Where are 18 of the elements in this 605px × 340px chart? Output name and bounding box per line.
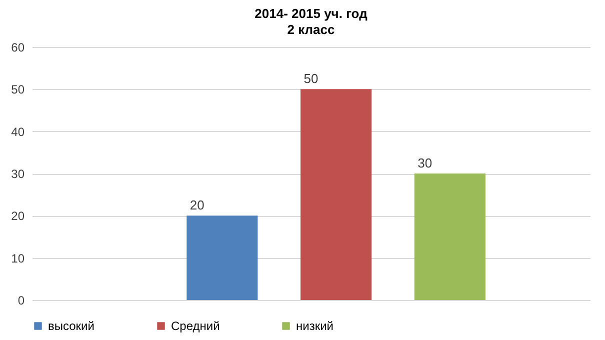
y-tick-label: 20 — [11, 209, 25, 224]
data-label: 30 — [418, 156, 432, 170]
bar — [186, 216, 258, 300]
chart-title: 2014- 2015 уч. год — [254, 6, 368, 21]
legend-label: Средний — [171, 319, 220, 333]
y-tick-label: 0 — [18, 294, 25, 308]
y-tick-label: 30 — [11, 167, 25, 181]
y-tick-label: 60 — [11, 40, 25, 54]
bar — [414, 174, 486, 300]
legend-label: низкий — [296, 319, 334, 333]
y-tick-label: 40 — [11, 124, 25, 139]
y-tick-label: 10 — [11, 251, 25, 266]
bar — [300, 89, 372, 300]
data-label: 50 — [304, 71, 318, 86]
y-tick-label: 50 — [11, 82, 25, 97]
data-label: 20 — [190, 198, 204, 213]
chart-subtitle: 2 класс — [287, 22, 335, 37]
legend-label: высокий — [48, 319, 94, 333]
